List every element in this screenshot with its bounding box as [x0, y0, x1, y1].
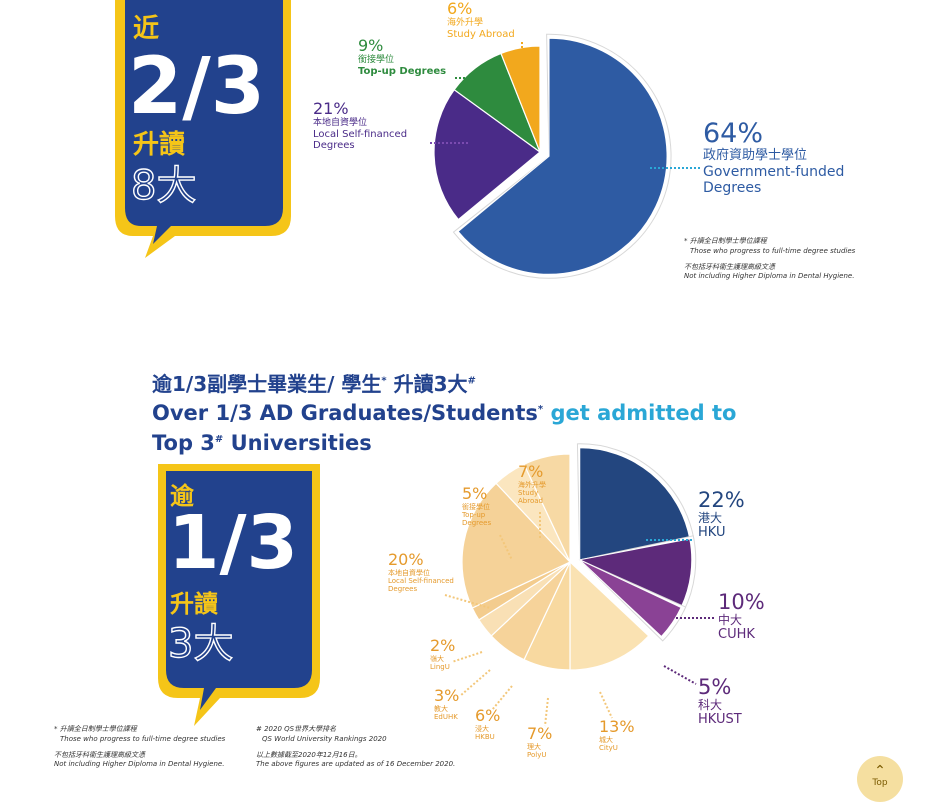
pie1-slice-study-abroad: [500, 45, 541, 153]
heading-en-line2: Top 3# Universities: [152, 431, 372, 455]
footnote-2-right: # 2020 QS世界大學排名 QS World University Rank…: [256, 725, 456, 769]
badge2-target: 3大: [167, 621, 234, 667]
badge-1-3: [158, 464, 320, 726]
badge-fraction: 2/3: [128, 42, 266, 132]
pie2-slice-local-self-financed: [461, 482, 572, 609]
label-self-financed-2: 20% 本地自資學位 Local Self-financed Degrees: [388, 550, 454, 594]
badge-prefix: 近: [133, 14, 160, 44]
pie1-slice-local-self-financed: [433, 88, 541, 221]
label-hkust: 5% 科大 HKUST: [698, 675, 742, 727]
connector-lingu: [451, 651, 483, 663]
label-eduhk: 3% 教大 EdUHK: [434, 686, 460, 722]
pie2-slice-hku: [579, 447, 691, 561]
pie1-slice-government-funded: [457, 37, 668, 275]
label-hkbu: 6% 浸大 HKBU: [475, 706, 501, 742]
label-top-up-2: 5% 銜接學位 Top-up Degrees: [462, 484, 492, 528]
connector-hkbu: [491, 685, 513, 711]
pie2-slice-study: [523, 453, 571, 563]
badge2-verb: 升讀: [170, 590, 218, 618]
badge2-fraction: 1/3: [168, 500, 299, 586]
label-cityu: 13% 城大 CityU: [599, 717, 635, 753]
connector-polyu: [544, 697, 549, 727]
badge2-prefix: 逾: [170, 482, 194, 510]
heading-zh: 逾1/3副學士畢業生/ 學生* 升讀3大#: [152, 372, 476, 396]
label-study-abroad-2: 7% 海外升學 Study Abroad: [518, 462, 546, 506]
pie-chart-progression: [430, 33, 700, 279]
label-government: 64% 政府資助學士學位 Government-funded Degrees: [703, 118, 845, 197]
badge-target: 8大: [130, 163, 197, 209]
heading-en-line1: Over 1/3 AD Graduates/Students* get admi…: [152, 401, 737, 425]
chevron-up-icon: ⌃: [874, 763, 886, 779]
label-top-up: 9% 銜接學位 Top-up Degrees: [358, 36, 447, 77]
label-hku: 22% 港大 HKU: [698, 488, 745, 540]
label-cuhk: 10% 中大 CUHK: [718, 590, 765, 642]
pie2-slice-hkust: [579, 559, 682, 638]
connector-eduhk: [459, 669, 491, 697]
label-lingu: 2% 嶺大 LingU: [430, 636, 456, 672]
badge-2-3: [115, 0, 291, 258]
pie2-slice-cityu: [569, 560, 650, 671]
connector-cityu: [599, 691, 613, 719]
label-self-financed: 21% 本地自資學位 Local Self-financed Degrees: [313, 99, 408, 152]
badge-verb: 升讀: [133, 130, 186, 160]
pie-chart-top3: [444, 443, 715, 727]
connector-top-up: [499, 534, 513, 561]
connector-hkust: [663, 665, 697, 685]
label-study-abroad: 6% 海外升學 Study Abroad: [447, 0, 515, 40]
scroll-top-button[interactable]: ⌃ Top: [857, 756, 903, 802]
footnote-1: * 升讀全日制學士學位課程 Those who progress to full…: [684, 237, 856, 281]
top-button-label: Top: [872, 778, 888, 788]
label-polyu: 7% 理大 PolyU: [527, 724, 553, 760]
footnote-2-left: * 升讀全日制學士學位課程 Those who progress to full…: [54, 725, 226, 769]
